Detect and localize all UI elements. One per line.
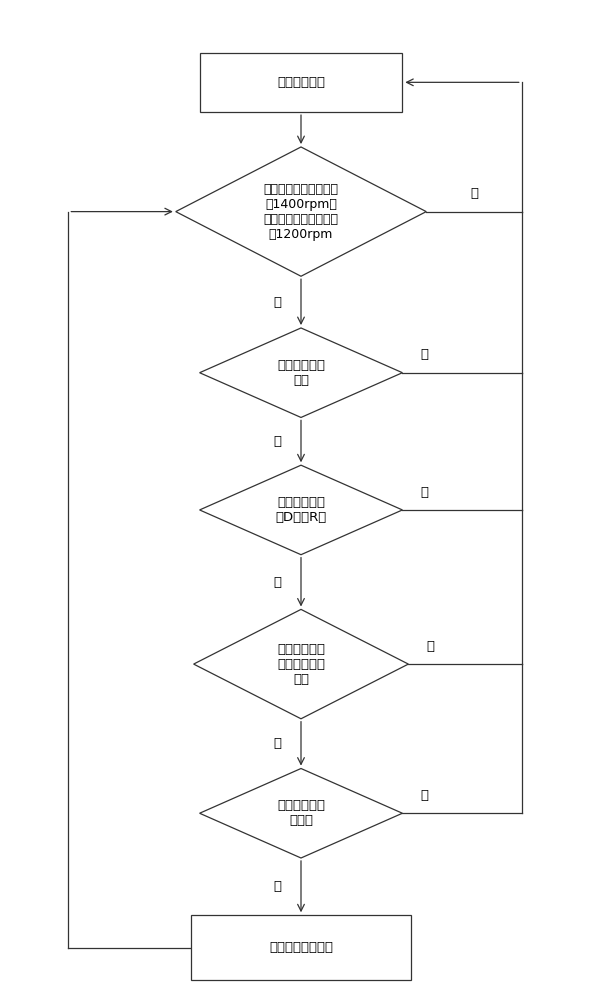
Text: 是: 是 [273, 296, 281, 309]
Polygon shape [200, 465, 402, 555]
Text: 转速上升且转速是否低
于1400rpm或
转速下降且转速是否低
于1200rpm: 转速上升且转速是否低 于1400rpm或 转速下降且转速是否低 于1200rpm [264, 183, 338, 241]
Text: 是: 是 [273, 880, 281, 893]
Text: 制动踏板是否
松开: 制动踏板是否 松开 [277, 359, 325, 387]
Polygon shape [200, 328, 402, 417]
Text: 是: 是 [273, 435, 281, 448]
FancyBboxPatch shape [200, 52, 402, 112]
Polygon shape [176, 147, 426, 276]
Text: 是否无电池安
全故障: 是否无电池安 全故障 [277, 799, 325, 827]
Text: 否: 否 [420, 789, 428, 802]
Polygon shape [194, 609, 408, 719]
Text: 否: 否 [420, 348, 428, 361]
Text: 是: 是 [273, 737, 281, 750]
Text: 进入防止溜坡模式: 进入防止溜坡模式 [269, 941, 333, 954]
Text: 是否无整车禁
止扭矩输出的
故障: 是否无整车禁 止扭矩输出的 故障 [277, 643, 325, 686]
Text: 否: 否 [420, 486, 428, 499]
Text: 否: 否 [426, 640, 434, 653]
Text: 是: 是 [273, 576, 281, 589]
Text: 挡位信号是否
为D挡或R挡: 挡位信号是否 为D挡或R挡 [275, 496, 327, 524]
Text: 否: 否 [470, 187, 478, 200]
FancyBboxPatch shape [191, 915, 411, 980]
Polygon shape [200, 768, 402, 858]
Text: 正常驾驶模式: 正常驾驶模式 [277, 76, 325, 89]
